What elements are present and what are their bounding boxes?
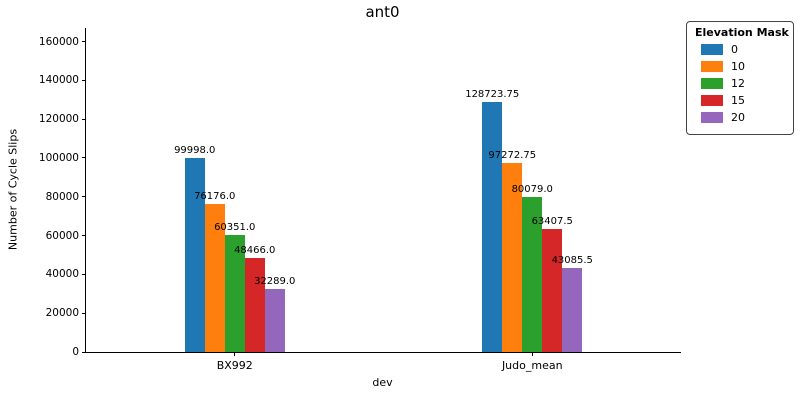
y-tick-mark (82, 118, 86, 120)
legend: Elevation Mask 0 10 12 15 20 (686, 21, 794, 135)
bar-Judo_mean-0 (482, 102, 503, 352)
legend-label: 12 (731, 77, 745, 90)
legend-swatch-10 (701, 61, 723, 72)
legend-title: Elevation Mask (695, 26, 789, 39)
bar-value-label: 80079.0 (511, 183, 553, 195)
bar-BX992-20 (264, 289, 285, 352)
y-tick-label: 0 (72, 346, 79, 358)
y-tick-mark (82, 79, 86, 81)
y-tick-mark (82, 157, 86, 159)
legend-label: 0 (731, 43, 738, 56)
chart-title: ant0 (365, 3, 400, 21)
y-tick-label: 140000 (38, 74, 79, 87)
y-tick-mark (82, 312, 86, 314)
bar-value-label: 97272.75 (488, 150, 537, 162)
x-category-label: Judo_mean (501, 359, 563, 372)
legend-item-0: 0 (701, 43, 785, 56)
plot-area: 0 20000 40000 60000 80000 100000 120000 140000 1… (39, 28, 681, 372)
x-axis-label: dev (372, 376, 393, 389)
bar-BX992-15 (244, 257, 265, 352)
bar-Judo_mean-12 (522, 196, 543, 352)
bar-value-label: 60351.0 (214, 221, 256, 233)
x-tick-mark (234, 352, 236, 356)
legend-item-12: 12 (701, 77, 785, 90)
bar-Judo_mean-15 (542, 228, 563, 352)
legend-item-20: 20 (701, 111, 785, 124)
bar-BX992-0 (184, 158, 205, 352)
y-tick-mark (82, 235, 86, 237)
legend-label: 20 (731, 111, 745, 124)
bar-value-label: 99998.0 (174, 145, 216, 156)
legend-label: 10 (731, 60, 745, 73)
legend-item-10: 10 (701, 60, 785, 73)
bar-BX992-12 (224, 234, 245, 352)
bar-value-label: 128723.75 (465, 89, 520, 101)
y-tick-mark (82, 351, 86, 353)
x-tick-mark (531, 352, 533, 356)
y-tick-label: 80000 (45, 190, 79, 203)
legend-label: 15 (731, 94, 745, 107)
y-tick-label: 40000 (45, 268, 79, 281)
y-tick-label: 160000 (38, 35, 79, 48)
y-tick-mark (82, 196, 86, 198)
bar-value-label: 63407.5 (531, 215, 573, 227)
bar-value-label: 32289.0 (254, 276, 296, 288)
y-tick-mark (82, 41, 86, 43)
bar-value-label: 43085.5 (551, 255, 593, 267)
legend-swatch-20 (701, 112, 723, 123)
y-axis-label: Number of Cycle Slips (6, 128, 20, 251)
bar-BX992-10 (204, 204, 225, 352)
bar-Judo_mean-20 (562, 268, 583, 352)
legend-swatch-15 (701, 95, 723, 106)
bar-value-label: 76176.0 (194, 191, 236, 203)
legend-items: 0 10 12 15 20 (695, 43, 785, 124)
bar-value-label: 48466.0 (234, 244, 276, 256)
y-tick-label: 60000 (45, 229, 79, 242)
y-tick-label: 120000 (38, 113, 79, 126)
legend-swatch-0 (701, 44, 723, 55)
bar-Judo_mean-10 (502, 163, 523, 352)
legend-swatch-12 (701, 78, 723, 89)
y-tick-mark (82, 273, 86, 275)
legend-item-15: 15 (701, 94, 785, 107)
x-category-label: BX992 (216, 359, 253, 372)
y-tick-label: 20000 (45, 307, 79, 320)
y-tick-label: 100000 (38, 151, 79, 164)
